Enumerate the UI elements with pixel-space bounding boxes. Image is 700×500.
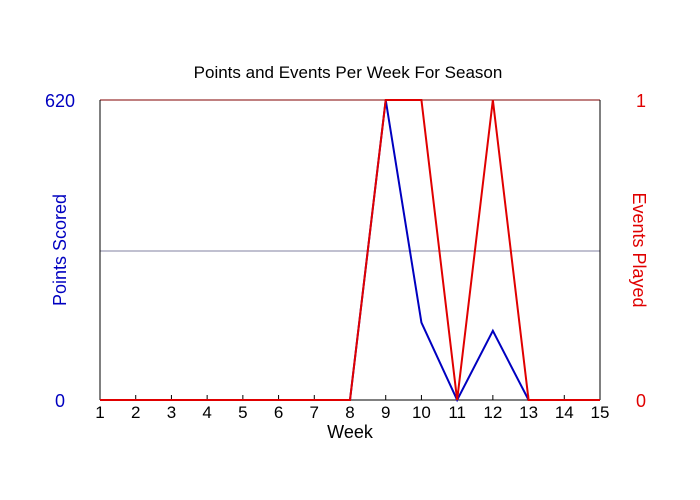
chart-title: Points and Events Per Week For Season <box>194 63 503 82</box>
y-right-axis-label: Events Played <box>629 192 649 307</box>
x-tick-label-13: 13 <box>519 403 538 422</box>
x-tick-label-9: 9 <box>381 403 390 422</box>
x-tick-label-2: 2 <box>131 403 140 422</box>
x-tick-label-3: 3 <box>167 403 176 422</box>
x-tick-label-6: 6 <box>274 403 283 422</box>
x-tick-label-4: 4 <box>202 403 211 422</box>
x-tick-label-10: 10 <box>412 403 431 422</box>
x-tick-label-15: 15 <box>591 403 610 422</box>
x-tick-label-14: 14 <box>555 403 574 422</box>
plot-area <box>100 100 600 400</box>
x-tick-label-8: 8 <box>345 403 354 422</box>
x-tick-label-5: 5 <box>238 403 247 422</box>
x-tick-label-12: 12 <box>483 403 502 422</box>
x-axis-label: Week <box>327 422 374 442</box>
y-right-tick-max: 1 <box>636 91 646 111</box>
series-line-events <box>100 99 600 401</box>
y-left-axis-label: Points Scored <box>50 194 70 306</box>
x-tick-label-11: 11 <box>448 403 466 422</box>
x-tick-label-7: 7 <box>310 403 319 422</box>
x-tick-label-1: 1 <box>95 403 104 422</box>
y-left-tick-max: 620 <box>45 91 75 111</box>
y-right-tick-min: 0 <box>636 391 646 411</box>
y-left-tick-min: 0 <box>55 391 65 411</box>
